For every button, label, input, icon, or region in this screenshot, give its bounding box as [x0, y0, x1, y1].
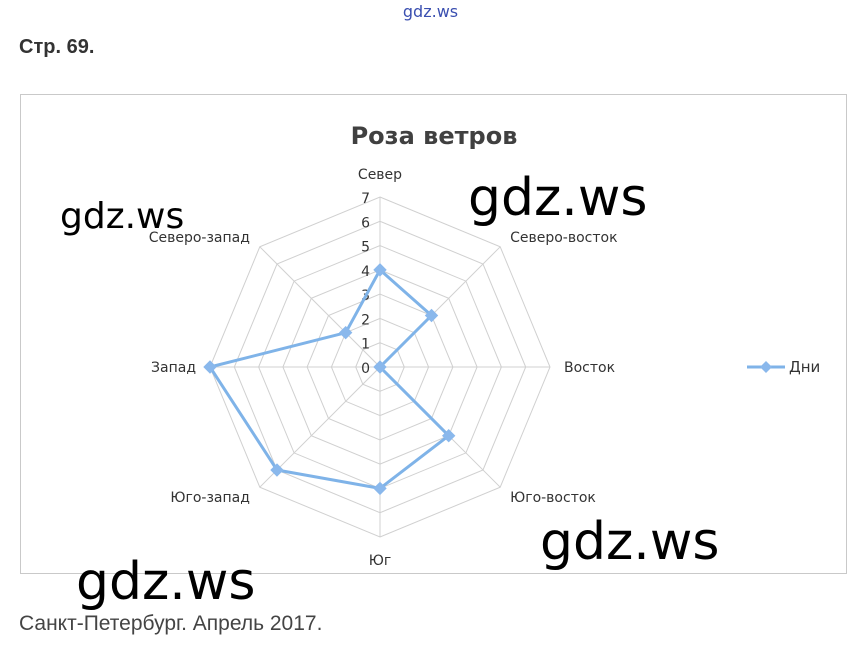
category-label: Северо-запад — [149, 230, 250, 246]
legend-marker — [760, 361, 772, 373]
caption: Санкт-Петербург. Апрель 2017. — [19, 612, 323, 635]
radar-chart: Роза ветров Север Северо-восток Восток Юго-… — [149, 122, 821, 569]
tick-label: 4 — [361, 264, 370, 280]
data-point — [270, 463, 284, 477]
chart-title: Роза ветров — [351, 122, 518, 150]
category-label: Запад — [151, 360, 196, 376]
watermark: gdz.ws — [468, 168, 648, 228]
data-point — [338, 325, 353, 340]
axis-spoke — [259, 246, 381, 368]
watermark: gdz.ws — [540, 512, 720, 572]
category-label: Юг — [369, 553, 391, 569]
category-label: Юго-восток — [510, 490, 596, 506]
data-point — [424, 308, 439, 323]
category-label: Северо-восток — [510, 230, 617, 246]
page-heading: Стр. 69. — [19, 36, 95, 58]
category-label: Север — [358, 167, 402, 183]
watermark: gdz.ws — [60, 196, 185, 237]
watermark: gdz.ws — [76, 552, 256, 612]
category-label: Восток — [564, 360, 615, 376]
data-point — [203, 360, 217, 374]
series-layer — [203, 263, 456, 496]
data-point — [441, 428, 456, 443]
data-point — [373, 360, 387, 374]
tick-label: 6 — [361, 215, 370, 231]
site-watermark-top: gdz.ws — [402, 2, 459, 21]
chart-frame: Роза ветров Север Северо-восток Восток Юго-… — [20, 94, 847, 574]
category-label: Юго-запад — [170, 490, 250, 506]
data-point — [373, 481, 387, 496]
tick-label: 0 — [361, 361, 370, 377]
data-point — [373, 263, 387, 277]
series-line — [208, 268, 451, 490]
tick-label: 2 — [361, 312, 370, 328]
tick-label: 5 — [361, 240, 370, 256]
legend: Дни — [747, 358, 820, 376]
category-labels: Север Северо-восток Восток Юго-восток Юг Юго-… — [149, 167, 618, 569]
legend-label: Дни — [789, 358, 820, 376]
tick-label: 1 — [361, 337, 370, 353]
tick-label: 7 — [361, 191, 370, 207]
